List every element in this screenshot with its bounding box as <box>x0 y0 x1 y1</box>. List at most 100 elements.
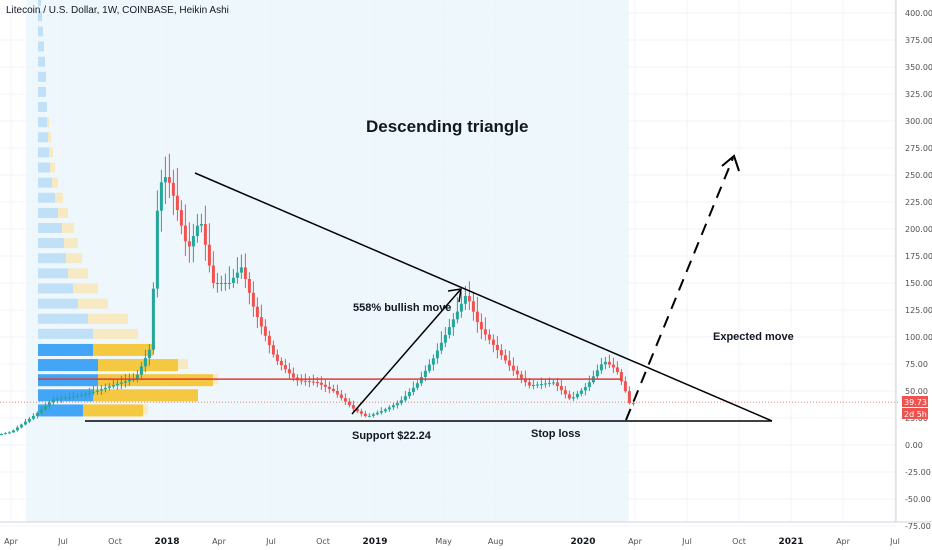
candle-body <box>467 295 471 302</box>
candle-body <box>411 387 415 392</box>
candle-body <box>223 283 227 284</box>
volume-bar-up <box>38 298 78 309</box>
y-tick-label: 200.00 <box>905 225 932 234</box>
volume-bar-down <box>66 253 82 264</box>
candle-body <box>471 301 475 312</box>
candle-body <box>491 339 495 345</box>
volume-bar-up <box>38 162 50 173</box>
candle-body <box>259 317 263 327</box>
price-badge-bg <box>902 396 928 407</box>
candle-body <box>307 381 311 383</box>
volume-bar-up <box>38 223 62 233</box>
candle-body <box>179 210 183 226</box>
candle-body <box>511 365 515 371</box>
x-tick-label: 2018 <box>154 537 179 547</box>
candle-body <box>415 383 419 388</box>
x-tick-label: Apr <box>628 537 643 546</box>
candle-body <box>239 267 243 273</box>
candle-body <box>83 393 87 395</box>
candle-body <box>579 390 583 394</box>
y-tick-label: 75.00 <box>905 360 928 369</box>
y-tick-label: 250.00 <box>905 171 932 180</box>
y-tick-label: 350.00 <box>905 63 932 72</box>
candle-body <box>159 182 163 211</box>
y-tick-label: 100.00 <box>905 333 932 342</box>
candle-body <box>571 397 575 399</box>
descending-trendline <box>194 172 773 422</box>
candle-body <box>515 370 519 375</box>
candle-body <box>283 365 287 370</box>
candle-body <box>163 177 167 183</box>
candle-body <box>255 306 259 318</box>
grid-lines <box>0 0 896 527</box>
volume-bar-up <box>38 86 46 97</box>
x-tick-label: Apr <box>4 537 19 546</box>
value-area-down <box>98 374 213 387</box>
candle-body <box>387 407 391 410</box>
candle-body <box>7 432 11 434</box>
y-tick-label: 225.00 <box>905 198 932 207</box>
candle-body <box>483 329 487 335</box>
candle-body <box>535 384 539 386</box>
candle-body <box>199 224 203 226</box>
bullish-move-arrow <box>351 288 462 415</box>
candle-body <box>111 385 115 387</box>
candle-body <box>23 421 27 425</box>
candle-body <box>15 427 19 431</box>
volume-bar-up <box>38 26 43 37</box>
volume-bar-up <box>38 238 64 249</box>
expected-move-label: Expected move <box>713 331 794 343</box>
y-tick-label: 150.00 <box>905 279 932 288</box>
candle-body <box>527 382 531 386</box>
candle-body <box>335 391 339 395</box>
candle-body <box>287 369 291 374</box>
x-tick-label: Oct <box>316 537 330 546</box>
candle-body <box>435 350 439 359</box>
x-tick-label: Jul <box>265 537 276 546</box>
candle-body <box>487 334 491 340</box>
x-tick-label: 2020 <box>570 537 595 547</box>
candle-body <box>11 430 15 433</box>
bullish-arrow-head <box>447 288 462 303</box>
candle-body <box>347 401 351 406</box>
expected-arrow-head <box>721 154 740 172</box>
candle-body <box>211 265 215 283</box>
volume-bar-down <box>47 117 49 128</box>
candle-body <box>267 335 271 346</box>
volume-bar-up <box>38 147 49 158</box>
candle-body <box>263 326 267 336</box>
candle-body <box>367 415 371 417</box>
candle-body <box>375 412 379 415</box>
volume-bar-up <box>38 313 88 324</box>
candle-body <box>443 334 447 343</box>
candle-body <box>19 424 23 428</box>
y-tick-label: 300.00 <box>905 117 932 126</box>
candle-body <box>175 195 179 211</box>
time-axis[interactable]: Apr Jul Oct 2018 Apr Jul Oct 2019 May Aug 2020 Apr J… <box>0 521 932 547</box>
x-tick-label: Jul <box>57 537 68 546</box>
candle-body <box>423 370 427 378</box>
y-tick-label: -75.00 <box>905 522 931 531</box>
pattern-title: Descending triangle <box>366 117 529 136</box>
candle-body <box>599 364 603 371</box>
candle-body <box>351 405 355 409</box>
candle-body <box>167 177 171 183</box>
candle-body <box>187 241 191 247</box>
stop-loss-label: Stop loss <box>531 428 581 440</box>
volume-bar-up <box>38 71 46 82</box>
candle-body <box>615 367 619 373</box>
x-tick-label: May <box>435 537 452 546</box>
candle-body <box>135 374 139 379</box>
volume-bar-down <box>88 313 128 324</box>
candle-body <box>123 381 127 383</box>
candle-body <box>355 408 359 412</box>
candle-body <box>0 434 3 436</box>
candle-body <box>451 319 455 328</box>
value-area-down <box>93 343 153 356</box>
candle-body <box>523 378 527 383</box>
trend-lines[interactable] <box>0 154 900 422</box>
y-tick-label: 400.00 <box>905 9 932 18</box>
candle-body <box>531 385 535 387</box>
candle-body <box>555 382 559 387</box>
